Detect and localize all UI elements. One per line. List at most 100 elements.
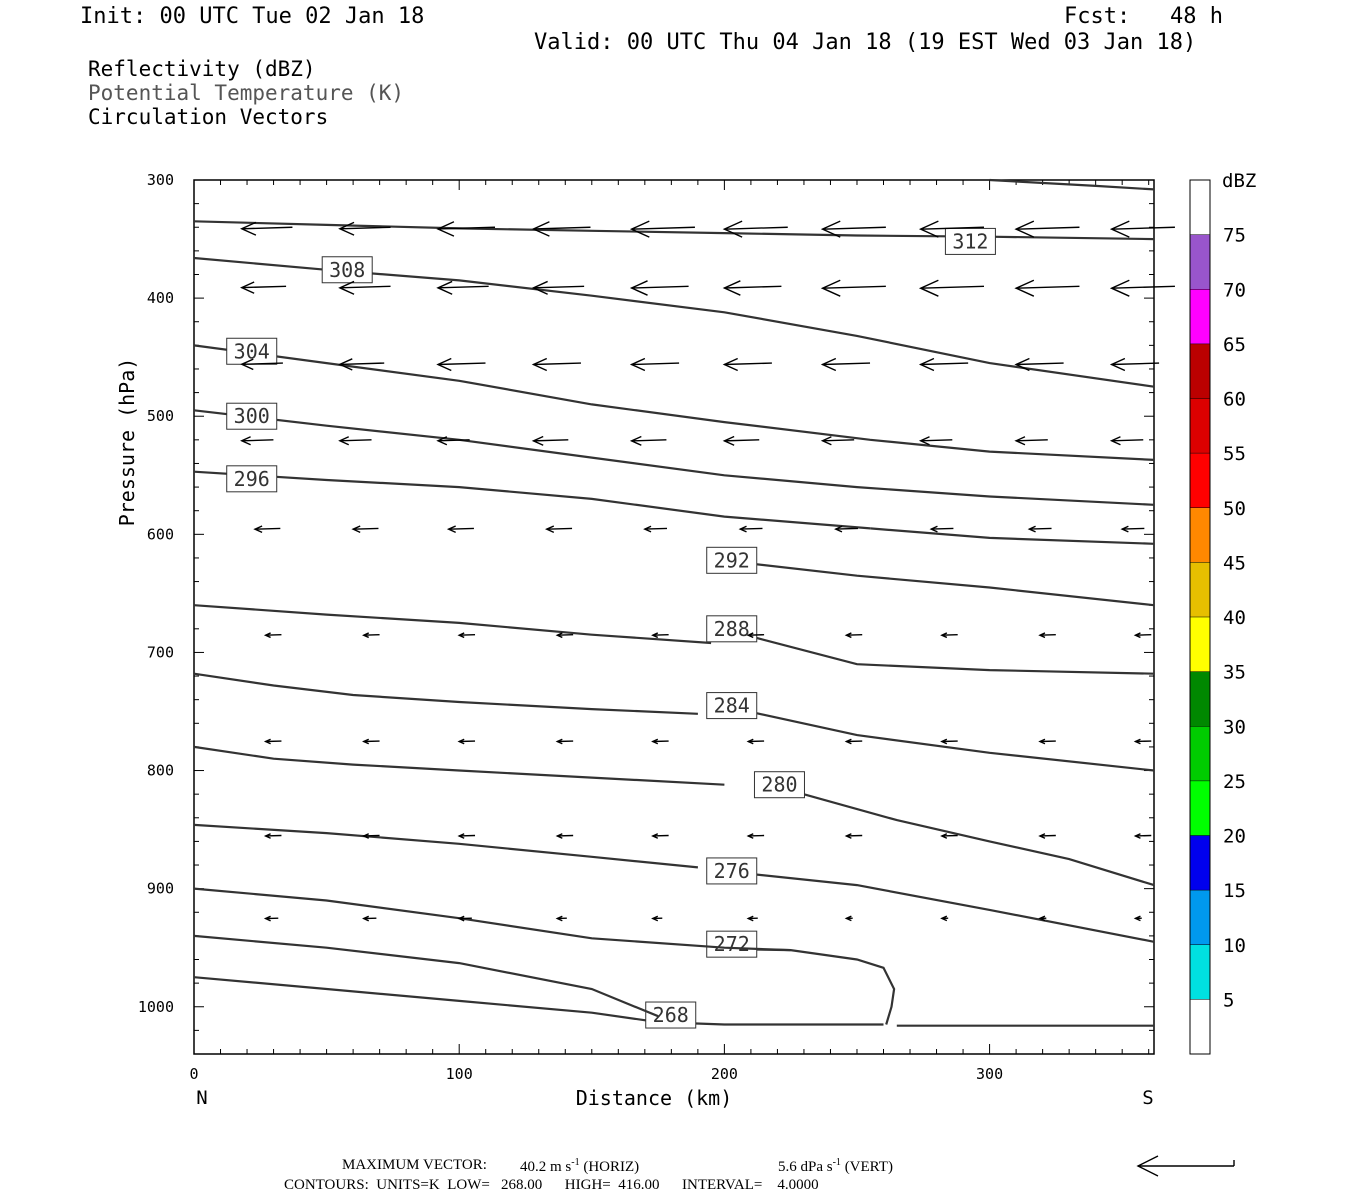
circulation-vector [531,435,569,446]
circulation-vector [263,632,282,639]
vector-shaft [353,527,379,530]
circulation-vector [555,915,567,922]
vector-head [643,525,652,533]
vector-head [457,915,465,922]
vector-head [918,220,939,238]
circulation-vector [362,915,377,922]
vector-shaft [631,226,695,230]
circulation-vector [362,632,380,639]
field-circulation-vectors: Circulation Vectors [88,105,329,129]
circulation-vector [820,357,871,372]
circulation-vector [351,525,379,534]
circulation-vector [746,738,765,745]
circulation-vector [629,280,689,296]
circulation-vector [722,435,760,446]
vector-head [436,436,448,446]
vector-head [820,436,832,446]
circulation-vector [362,738,380,745]
isentrope-label: 296 [234,467,270,491]
circulation-vector [844,738,863,745]
circulation-vector [940,915,949,922]
circulation-vector [940,738,958,745]
vector-head [746,915,754,922]
forecast-hour: Fcst: 48 h [1064,4,1223,29]
circulation-vector [240,436,274,446]
vector-head [338,358,353,371]
vector-shaft [339,362,385,366]
isentrope-label: 300 [234,404,270,428]
circulation-vector [263,915,279,922]
y-tick-label: 500 [147,407,174,425]
circulation-vector [1014,357,1064,372]
circulation-vector [844,632,863,639]
vector-shaft [533,439,569,442]
colorbar-bin [1190,890,1210,945]
vector-head [1014,220,1035,238]
circulation-vector [555,632,574,639]
circulation-vector [746,833,765,839]
vector-shaft [631,362,680,366]
vector-shaft [241,226,293,230]
circulation-vector [940,833,958,839]
circulation-vector [338,436,372,446]
vector-head [362,632,370,639]
circulation-vector [844,833,863,839]
isentrope-closed-cell [721,947,896,1025]
colorbar-bin [1190,234,1210,290]
vector-head [531,435,544,446]
isentrope-label: 308 [329,258,365,282]
circulation-vector [446,525,474,534]
vector-head [1038,738,1046,745]
vector-shaft [920,439,953,442]
colorbar-level-label: 75 [1223,225,1246,247]
colorbar-level-label: 35 [1223,662,1246,684]
isentrope-280: 280 [193,771,1155,887]
isentrope-line-segment [721,559,1155,607]
vector-head [918,436,930,446]
vector-head [1109,436,1121,446]
y-tick-label: 1000 [138,998,174,1016]
circulation-vector [457,632,476,639]
circulation-vector [1120,525,1145,533]
circulation-vector [629,357,680,372]
vector-head [362,738,370,745]
isentrope-288: 288 [193,615,1155,715]
colorbar-bin [1190,398,1210,454]
isentrope-label-box [753,771,805,799]
isentrope-line [193,409,1155,506]
vector-head [1109,357,1126,372]
circulation-vector [651,632,669,639]
vector-shaft [339,226,391,230]
circulation-vector [629,435,667,446]
max-vector-vert-value: 5.6 dPa s [778,1159,833,1175]
vector-shaft [339,285,391,289]
x-end-label-north: N [196,1087,207,1109]
vector-head [263,833,271,839]
isentrope-296: 296 [193,465,1155,545]
vector-head [240,221,257,236]
vector-head [240,436,251,446]
vector-head [1038,632,1046,639]
vector-head [820,220,841,238]
isentrope-label: 288 [714,617,750,641]
circulation-vector [918,436,953,446]
colorbar-bin [1190,343,1210,399]
vector-head [844,833,852,839]
circulation-vector [457,915,472,922]
colorbar-level-label: 65 [1223,334,1246,356]
vector-shaft [822,226,886,230]
vector-shaft [1111,439,1144,442]
vector-head [844,632,852,639]
vector-head [918,279,939,297]
vector-head [629,220,650,238]
circulation-vector [253,525,281,534]
vector-head [1133,915,1141,922]
colorbar-level-label: 5 [1223,989,1234,1011]
vector-shaft [1111,362,1160,366]
isentrope-line-segment [769,783,1155,887]
colorbar-level-label: 30 [1223,716,1246,738]
circulation-vector [436,221,496,237]
vector-head [1109,220,1130,238]
isentrope-label-box [944,227,996,255]
